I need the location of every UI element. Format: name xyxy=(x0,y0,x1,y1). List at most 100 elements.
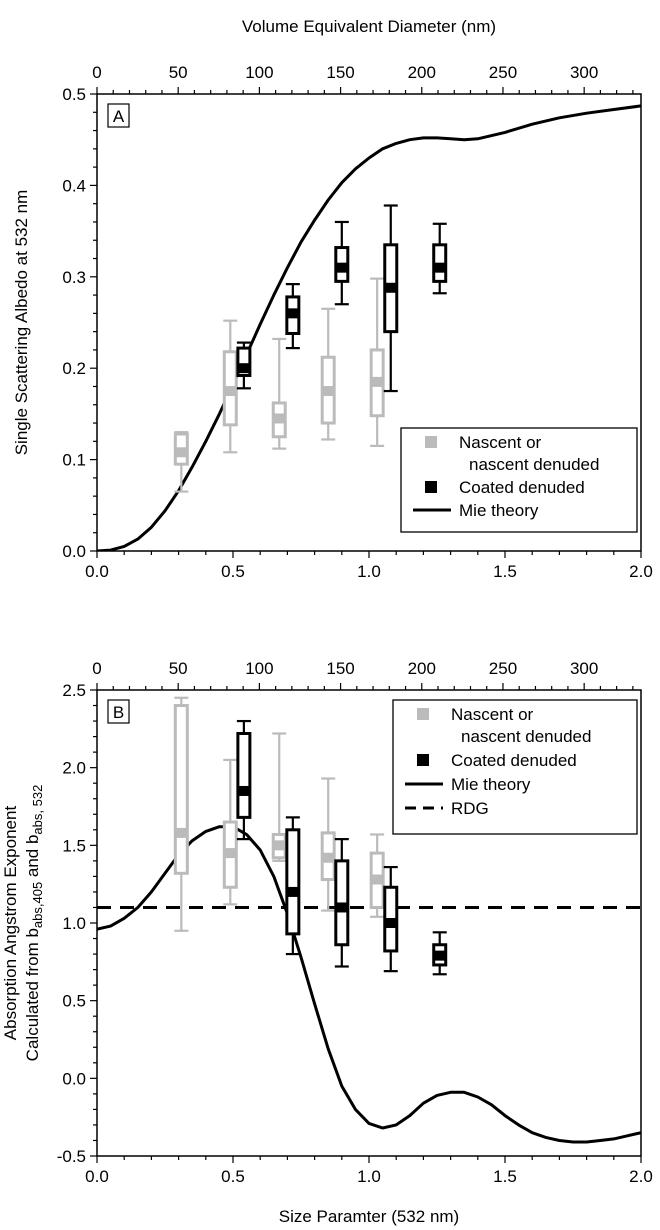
median-marker xyxy=(224,386,237,397)
top-x-tick-label: 300 xyxy=(570,63,598,82)
median-marker xyxy=(371,874,384,885)
panel-label: B xyxy=(113,703,124,722)
x-tick-label: 1.5 xyxy=(493,1167,517,1186)
legend-label: Nascent or xyxy=(451,705,534,724)
y-tick-label: 0.1 xyxy=(62,451,86,470)
median-marker xyxy=(237,785,250,796)
box-plot xyxy=(271,337,287,450)
legend-label: Coated denuded xyxy=(451,751,577,770)
y-tick-label: 2.5 xyxy=(62,681,86,700)
legend-label-line2: nascent denuded xyxy=(469,455,599,474)
box-plot xyxy=(222,758,238,906)
median-marker xyxy=(175,447,188,458)
box-plot xyxy=(320,307,336,441)
legend-label: Nascent or xyxy=(459,433,542,452)
y-tick-label: 2.0 xyxy=(62,759,86,778)
y-tick-label: 0.0 xyxy=(62,542,86,561)
legend-entry: Coated denuded xyxy=(425,478,585,497)
box-plot xyxy=(236,341,252,390)
median-marker xyxy=(335,262,348,273)
box-plot xyxy=(369,833,385,918)
legend-swatch xyxy=(425,436,437,448)
box-plot xyxy=(222,319,238,454)
median-marker xyxy=(433,950,446,961)
panel-label-box: B xyxy=(107,699,130,724)
legend-entry: Nascent or nascent denuded xyxy=(417,705,591,746)
box-plot xyxy=(173,696,189,932)
y-tick-label: 1.5 xyxy=(62,836,86,855)
median-marker xyxy=(335,902,348,913)
x-tick-label: 0.5 xyxy=(221,1167,245,1186)
box-plot xyxy=(285,283,301,350)
series-nascent xyxy=(173,696,385,932)
top-x-tick-label: 250 xyxy=(489,659,517,678)
top-x-tick-label: 250 xyxy=(489,63,517,82)
legend-entry: Nascent or nascent denuded xyxy=(425,433,599,474)
median-marker xyxy=(224,848,237,859)
median-marker xyxy=(433,262,446,273)
y-axis-title-text: Calculated from b xyxy=(23,928,42,1061)
x-tick-label: 0.5 xyxy=(221,562,245,581)
box-plot xyxy=(432,931,448,976)
y-tick-label: 0.5 xyxy=(62,85,86,104)
y-axis-title-subscript: abs,405 xyxy=(30,882,45,928)
interquartile-box xyxy=(285,828,301,936)
top-x-tick-label: 200 xyxy=(408,659,436,678)
panel-label: A xyxy=(113,107,125,126)
x-axis-title: Size Paramter (532 nm) xyxy=(279,1207,459,1226)
box-plot xyxy=(285,816,301,956)
legend-label-line2: nascent denuded xyxy=(461,727,591,746)
y-tick-label: 0.0 xyxy=(62,1069,86,1088)
top-x-tick-label: 300 xyxy=(570,659,598,678)
box-plot xyxy=(383,865,399,973)
panel-label-frame xyxy=(107,699,130,724)
top-x-tick-label: 150 xyxy=(326,63,354,82)
median-marker xyxy=(322,386,335,397)
y-tick-label: 0.2 xyxy=(62,359,86,378)
box-plot xyxy=(236,719,252,841)
x-tick-label: 1.0 xyxy=(357,1167,381,1186)
series-coated xyxy=(236,204,448,393)
legend: Nascent or nascent denuded Coated denuded M… xyxy=(392,699,638,835)
median-marker xyxy=(273,413,286,424)
mie-theory-line xyxy=(97,104,641,551)
median-marker xyxy=(371,376,384,387)
legend-swatch xyxy=(417,708,429,720)
top-x-tick-label: 50 xyxy=(169,659,188,678)
legend-entry: Mie theory xyxy=(405,775,531,794)
x-tick-label: 0.0 xyxy=(85,1167,109,1186)
median-marker xyxy=(322,852,335,863)
x-tick-label: 1.5 xyxy=(493,562,517,581)
top-x-tick-label: 50 xyxy=(169,63,188,82)
top-x-tick-label: 100 xyxy=(245,659,273,678)
top-x-tick-label: 0 xyxy=(92,63,101,82)
top-x-axis-title: Volume Equivalent Diameter (nm) xyxy=(242,17,496,36)
y-axis-title: Single Scattering Albedo at 532 nm xyxy=(12,190,31,456)
legend-entry: Mie theory xyxy=(413,501,539,520)
box-plot xyxy=(173,431,189,493)
box-plot xyxy=(383,204,399,393)
legend-label: Mie theory xyxy=(451,775,531,794)
median-marker xyxy=(175,827,188,838)
median-marker xyxy=(384,918,397,928)
box-plot xyxy=(334,220,350,306)
legend-label: RDG xyxy=(451,799,489,818)
panel-a: 0.0 0.5 1.0 1.5 2.0 0 50 100 150 200 250 300 0.0 0.1 0… xyxy=(12,17,653,581)
box-plot xyxy=(271,732,287,862)
y-tick-label: -0.5 xyxy=(57,1147,86,1166)
legend: Nascent or nascent denuded Coated denuded M… xyxy=(400,427,638,533)
legend-label: Mie theory xyxy=(459,501,539,520)
median-marker xyxy=(286,886,299,897)
y-tick-label: 0.4 xyxy=(62,176,86,195)
top-x-tick-label: 0 xyxy=(92,659,101,678)
x-tick-label: 2.0 xyxy=(629,562,653,581)
x-tick-label: 2.0 xyxy=(629,1167,653,1186)
series-coated xyxy=(236,719,448,976)
legend-entry: RDG xyxy=(405,799,489,818)
median-marker xyxy=(273,840,286,851)
legend-frame xyxy=(400,427,638,533)
legend-frame xyxy=(392,699,638,835)
top-x-tick-label: 100 xyxy=(245,63,273,82)
legend-swatch xyxy=(417,754,429,766)
